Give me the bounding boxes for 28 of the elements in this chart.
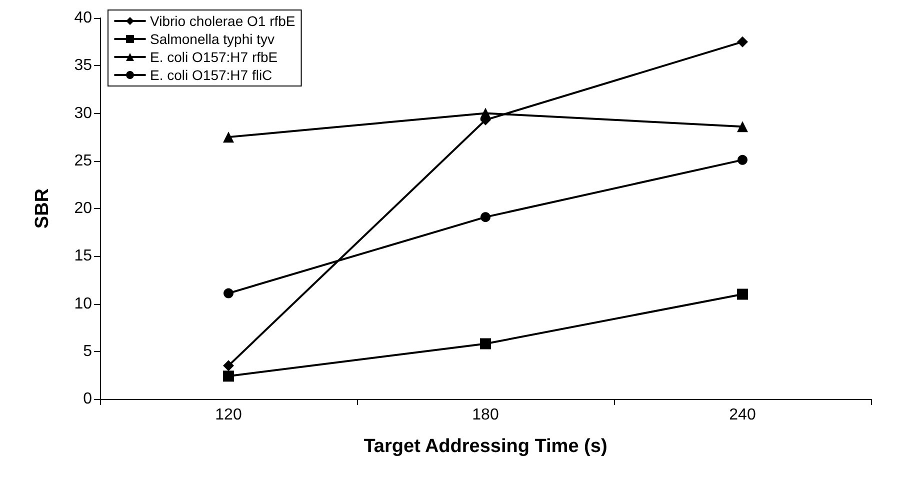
point bbox=[480, 338, 491, 350]
y-tick-label: 40 bbox=[74, 10, 92, 26]
y-axis-title: SBR bbox=[32, 188, 53, 229]
x-tick-label: 120 bbox=[215, 406, 242, 424]
y-tick-label: 25 bbox=[74, 152, 92, 170]
point bbox=[223, 360, 234, 372]
legend-label: E. coli O157:H7 fliC bbox=[150, 67, 272, 83]
point bbox=[480, 212, 490, 222]
point bbox=[224, 288, 234, 298]
y-tick-label: 10 bbox=[74, 295, 92, 312]
legend-label: Salmonella typhi tyv bbox=[150, 31, 275, 47]
y-tick-label: 5 bbox=[83, 342, 92, 360]
point bbox=[738, 154, 748, 165]
legend-label: Vibrio cholerae O1 rfbE bbox=[150, 13, 296, 29]
y-tick-label: 20 bbox=[74, 200, 92, 217]
y-tick-label: 0 bbox=[83, 390, 92, 408]
point bbox=[223, 370, 234, 382]
point bbox=[737, 121, 748, 132]
y-tick-label: 30 bbox=[74, 104, 92, 122]
y-tick-label: 15 bbox=[74, 248, 92, 265]
point bbox=[223, 132, 234, 143]
point bbox=[737, 288, 748, 300]
point bbox=[737, 36, 748, 48]
x-tick-label: 180 bbox=[472, 406, 499, 424]
legend-label: E. coli O157:H7 rfbE bbox=[150, 49, 278, 65]
y-tick-label: 35 bbox=[74, 57, 92, 74]
x-axis-title: Target Addressing Time (s) bbox=[364, 436, 608, 457]
x-tick-label: 240 bbox=[729, 406, 756, 424]
